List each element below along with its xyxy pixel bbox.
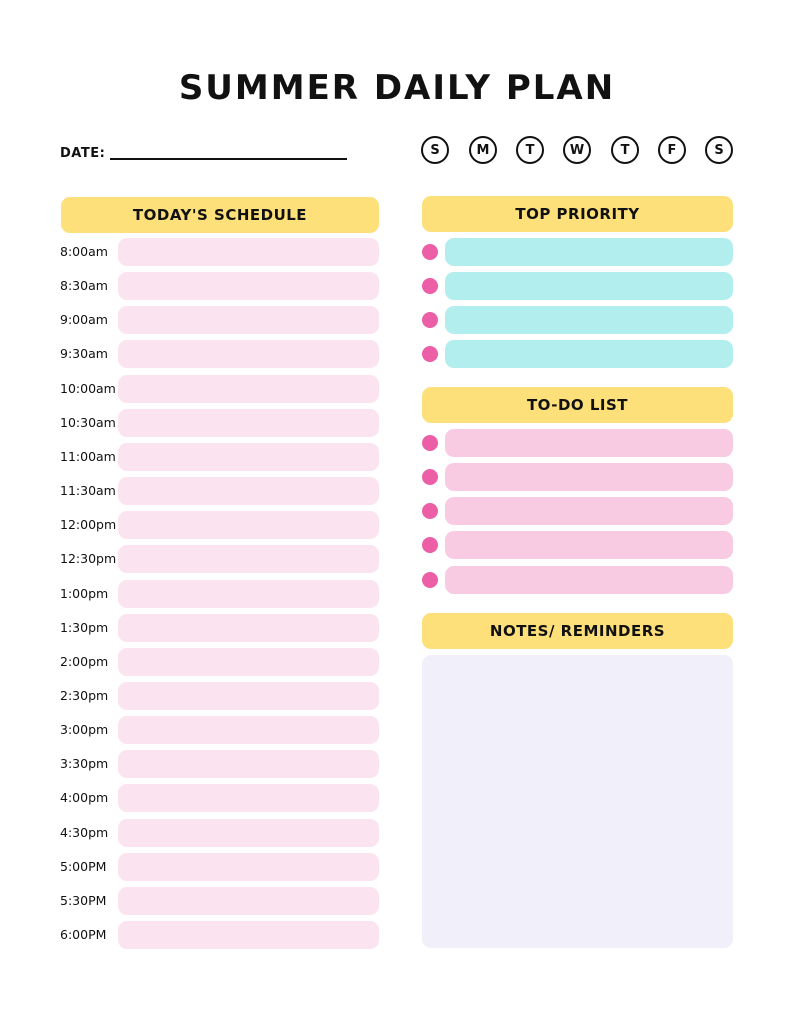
schedule-time-label: 4:30pm	[60, 825, 109, 840]
schedule-slot[interactable]	[118, 614, 379, 642]
schedule-slot[interactable]	[118, 716, 379, 744]
bullet-dot-icon	[422, 278, 438, 294]
schedule-slot[interactable]	[118, 750, 379, 778]
weekday-monday[interactable]: M	[469, 136, 497, 164]
notes-box[interactable]	[422, 655, 733, 948]
schedule-time-label: 2:30pm	[60, 688, 109, 703]
schedule-time-label: 10:30am	[60, 415, 116, 430]
priority-item[interactable]	[445, 306, 733, 334]
bullet-dot-icon	[422, 244, 438, 260]
schedule-time-label: 1:30pm	[60, 620, 109, 635]
date-label: DATE:	[60, 146, 106, 161]
notes-header: NOTES/ REMINDERS	[422, 613, 733, 649]
bullet-dot-icon	[422, 312, 438, 328]
schedule-time-label: 6:00PM	[60, 927, 107, 942]
todo-header: TO-DO LIST	[422, 387, 733, 423]
todo-item[interactable]	[445, 531, 733, 559]
schedule-slot[interactable]	[118, 784, 379, 812]
todo-item[interactable]	[445, 429, 733, 457]
schedule-time-label: 2:00pm	[60, 654, 109, 669]
schedule-header: TODAY'S SCHEDULE	[61, 197, 379, 233]
schedule-time-label: 9:30am	[60, 346, 108, 361]
schedule-time-label: 10:00am	[60, 381, 116, 396]
schedule-slot[interactable]	[118, 477, 379, 505]
schedule-slot[interactable]	[118, 511, 379, 539]
bullet-dot-icon	[422, 435, 438, 451]
schedule-slot[interactable]	[118, 853, 379, 881]
schedule-slot[interactable]	[118, 375, 379, 403]
bullet-dot-icon	[422, 572, 438, 588]
weekday-friday[interactable]: F	[658, 136, 686, 164]
bullet-dot-icon	[422, 346, 438, 362]
todo-item[interactable]	[445, 566, 733, 594]
schedule-time-label: 11:00am	[60, 449, 116, 464]
priority-item[interactable]	[445, 340, 733, 368]
schedule-time-label: 5:00PM	[60, 859, 107, 874]
todo-item[interactable]	[445, 463, 733, 491]
weekday-wednesday[interactable]: W	[563, 136, 591, 164]
schedule-slot[interactable]	[118, 409, 379, 437]
schedule-slot[interactable]	[118, 648, 379, 676]
schedule-slot[interactable]	[118, 682, 379, 710]
bullet-dot-icon	[422, 469, 438, 485]
schedule-time-label: 8:30am	[60, 278, 108, 293]
priority-item[interactable]	[445, 272, 733, 300]
bullet-dot-icon	[422, 503, 438, 519]
schedule-slot[interactable]	[118, 545, 379, 573]
schedule-time-label: 5:30PM	[60, 893, 107, 908]
schedule-slot[interactable]	[118, 340, 379, 368]
schedule-slot[interactable]	[118, 443, 379, 471]
schedule-time-label: 4:00pm	[60, 790, 109, 805]
weekday-thursday[interactable]: T	[611, 136, 639, 164]
date-input-line[interactable]	[110, 158, 347, 160]
weekday-saturday[interactable]: S	[705, 136, 733, 164]
schedule-time-label: 12:00pm	[60, 517, 117, 532]
schedule-time-label: 3:00pm	[60, 722, 109, 737]
schedule-time-label: 1:00pm	[60, 586, 109, 601]
schedule-time-label: 8:00am	[60, 244, 108, 259]
todo-item[interactable]	[445, 497, 733, 525]
schedule-time-label: 9:00am	[60, 312, 108, 327]
weekday-sunday[interactable]: S	[421, 136, 449, 164]
bullet-dot-icon	[422, 537, 438, 553]
schedule-slot[interactable]	[118, 238, 379, 266]
page-title: SUMMER DAILY PLAN	[178, 68, 616, 108]
priority-item[interactable]	[445, 238, 733, 266]
schedule-slot[interactable]	[118, 306, 379, 334]
schedule-slot[interactable]	[118, 272, 379, 300]
schedule-time-label: 11:30am	[60, 483, 116, 498]
weekday-selector: S M T W T F S	[421, 136, 735, 164]
schedule-slot[interactable]	[118, 921, 379, 949]
schedule-time-label: 3:30pm	[60, 756, 109, 771]
weekday-tuesday[interactable]: T	[516, 136, 544, 164]
top-priority-header: TOP PRIORITY	[422, 196, 733, 232]
schedule-slot[interactable]	[118, 887, 379, 915]
schedule-slot[interactable]	[118, 580, 379, 608]
schedule-time-label: 12:30pm	[60, 551, 117, 566]
schedule-slot[interactable]	[118, 819, 379, 847]
